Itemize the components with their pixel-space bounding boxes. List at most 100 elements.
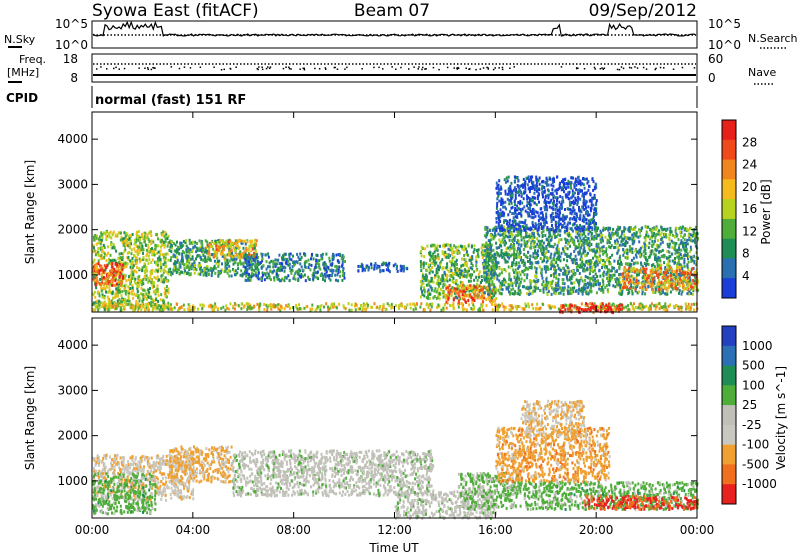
range-cell xyxy=(402,264,405,268)
range-cell xyxy=(277,307,280,311)
range-cell xyxy=(586,286,589,290)
range-cell xyxy=(640,252,643,256)
range-cell xyxy=(93,266,96,270)
range-cell xyxy=(145,306,148,310)
range-cell xyxy=(603,270,606,274)
range-cell xyxy=(445,255,448,259)
range-cell xyxy=(101,246,104,249)
range-cell xyxy=(693,231,696,235)
range-cell xyxy=(568,270,571,274)
range-cell xyxy=(199,263,202,267)
range-cell xyxy=(171,244,173,248)
range-cell xyxy=(504,239,506,243)
range-cell xyxy=(503,308,506,312)
range-cell xyxy=(676,282,679,286)
range-cell xyxy=(453,291,456,295)
range-cell xyxy=(600,231,603,235)
range-cell xyxy=(311,252,313,256)
nave-point xyxy=(630,67,633,69)
range-cell xyxy=(598,268,601,272)
range-cell xyxy=(499,286,502,290)
range-cell xyxy=(236,244,239,248)
range-cell xyxy=(181,244,183,248)
range-cell xyxy=(101,287,104,291)
range-cell xyxy=(307,258,310,262)
range-cell xyxy=(531,239,534,243)
range-cell xyxy=(569,227,572,231)
nave-point xyxy=(468,68,470,70)
range-cell xyxy=(567,231,570,235)
range-cell xyxy=(528,305,531,309)
range-cell xyxy=(476,278,479,282)
range-cell xyxy=(431,266,433,269)
range-cell xyxy=(95,305,98,308)
range-cell xyxy=(471,264,474,267)
range-cell xyxy=(178,264,181,268)
range-cell xyxy=(97,308,100,312)
range-cell xyxy=(118,264,121,268)
range-cell xyxy=(601,307,604,311)
range-cell xyxy=(379,304,381,308)
range-cell xyxy=(619,281,622,285)
range-cell xyxy=(461,247,464,251)
range-cell xyxy=(225,304,228,308)
range-cell xyxy=(614,245,617,249)
range-cell xyxy=(448,274,451,278)
range-cell xyxy=(664,292,667,296)
range-cell xyxy=(654,234,657,237)
range-cell xyxy=(422,282,425,285)
range-cell xyxy=(219,269,222,273)
range-cell xyxy=(581,243,584,247)
range-cell xyxy=(553,291,556,295)
range-cell xyxy=(239,260,242,264)
range-cell xyxy=(123,249,126,253)
range-cell xyxy=(607,274,610,277)
range-cell xyxy=(500,268,503,272)
range-cell xyxy=(511,261,514,265)
range-cell xyxy=(622,306,625,310)
range-cell xyxy=(118,291,121,294)
range-cell xyxy=(602,272,605,276)
range-cell xyxy=(504,269,507,273)
range-cell xyxy=(319,305,322,309)
range-cell xyxy=(583,246,586,250)
range-cell xyxy=(614,241,617,245)
range-cell xyxy=(470,262,473,265)
range-cell xyxy=(293,263,295,267)
range-cell xyxy=(277,266,280,270)
range-cell xyxy=(578,283,580,287)
range-cell xyxy=(473,278,476,282)
range-cell xyxy=(119,280,121,284)
range-cell xyxy=(135,244,138,248)
range-cell xyxy=(302,274,305,278)
range-cell xyxy=(222,241,225,245)
range-cell xyxy=(651,227,654,231)
range-cell xyxy=(167,272,170,276)
range-cell xyxy=(412,302,415,306)
range-cell xyxy=(463,245,466,248)
range-cell xyxy=(208,243,211,247)
range-cell xyxy=(92,265,95,269)
range-cell xyxy=(322,277,324,281)
range-cell xyxy=(658,258,661,262)
range-cell xyxy=(299,252,302,256)
range-cell xyxy=(113,296,116,300)
range-cell xyxy=(288,255,291,259)
range-cell xyxy=(515,281,518,285)
range-cell xyxy=(207,268,210,272)
range-cell xyxy=(423,286,425,290)
range-cell xyxy=(483,271,486,275)
range-cell xyxy=(178,268,180,272)
range-cell xyxy=(686,242,689,246)
range-cell xyxy=(166,252,169,256)
range-cell xyxy=(261,259,264,263)
range-cell xyxy=(633,239,636,243)
range-cell xyxy=(476,282,479,286)
range-cell xyxy=(656,286,659,290)
range-cell xyxy=(526,285,529,289)
range-cell xyxy=(167,258,170,262)
range-cell xyxy=(100,284,103,288)
range-cell xyxy=(111,302,114,306)
range-cell xyxy=(117,289,120,293)
range-cell xyxy=(120,252,123,256)
